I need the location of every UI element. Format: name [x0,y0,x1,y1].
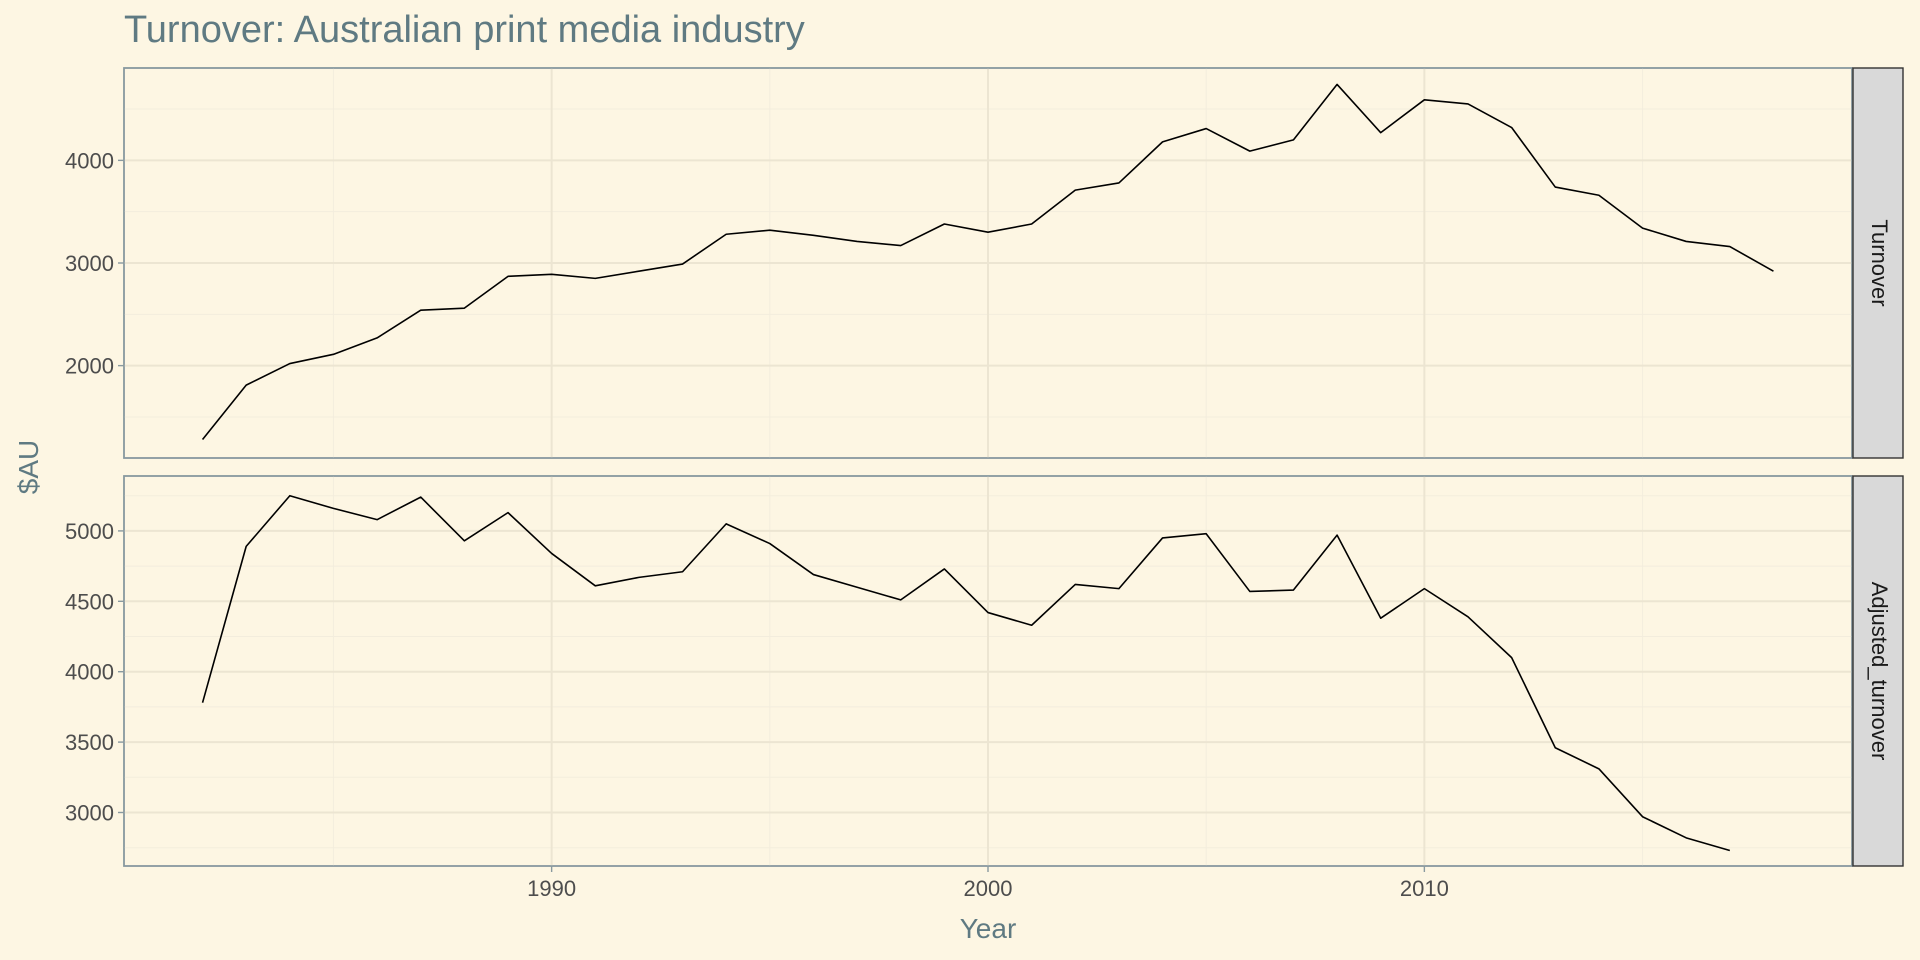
panel-1-border [123,67,1853,459]
y-tick-label: 2000 [65,354,114,379]
y-tick-label: 4500 [65,589,114,614]
y-tick-label: 4000 [65,148,114,173]
x-axis-title: Year [960,913,1017,944]
facet-strip-label: Turnover [1867,219,1892,306]
y-tick-label: 5000 [65,519,114,544]
series-line-turnover [201,83,1774,441]
y-tick-label: 3500 [65,730,114,755]
y-tick-label: 3000 [65,800,114,825]
series-line-adjusted_turnover [201,494,1731,852]
y-tick-label: 3000 [65,251,114,276]
y-tick-label: 4000 [65,660,114,685]
x-tick-label: 2010 [1400,876,1449,901]
chart-title: Turnover: Australian print media industr… [124,9,805,51]
x-tick-label: 1990 [527,876,576,901]
x-tick-label: 2000 [964,876,1013,901]
y-axis-title: $AU [13,440,44,494]
facet-strip-label: Adjusted_turnover [1867,582,1892,761]
facet-strip-1 [1852,67,1904,459]
facet-strip-2 [1852,475,1904,867]
